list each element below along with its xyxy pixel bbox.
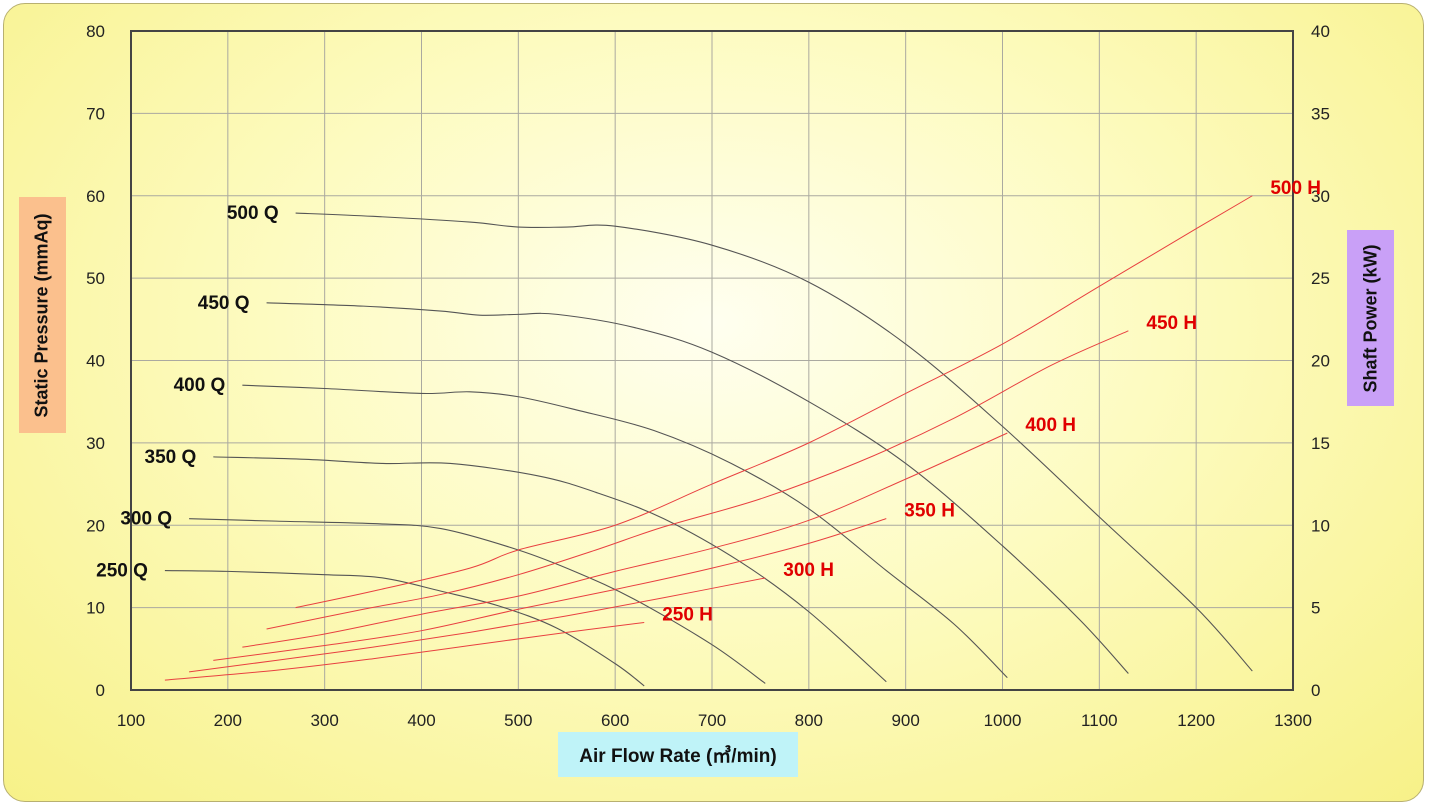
x-tick-label: 400 [407,711,435,730]
pressure-curve-300-q [189,518,766,684]
y2-tick-label: 35 [1311,104,1330,123]
y2-tick-label: 10 [1311,516,1330,535]
y-tick-label: 70 [86,104,105,123]
y2-axis-label-text: Shaft Power (kW) [1360,243,1381,393]
pressure-curve-400-q [242,384,1008,679]
tick-labels: 100 200 300 400 500 600 700 800 900 1000 1100 1200 1… [86,22,1330,730]
pressure-curve-350-q [213,456,887,683]
pressure-series-label: 500 Q [227,203,279,224]
x-axis-label: Air Flow Rate (㎥/min) [558,732,798,777]
y-axis-label-right: Shaft Power (kW) [1347,230,1394,406]
y2-tick-label: 30 [1311,187,1330,206]
power-series-label: 400 H [1025,415,1076,436]
y2-tick-label: 15 [1311,434,1330,453]
y-tick-label: 10 [86,599,105,618]
power-curve-350-h [213,518,887,661]
power-curve-400-h [242,432,1008,648]
y-axis-label-left: Static Pressure (mmAq) [19,197,66,433]
grid [130,30,1294,691]
y2-tick-label: 5 [1311,599,1320,618]
x-tick-label: 500 [504,711,532,730]
power-series-label: 500 H [1270,178,1321,199]
power-series-label: 300 H [783,560,834,581]
x-tick-label: 200 [214,711,242,730]
series-labels: 250 Q 300 Q 350 Q 400 Q 450 Q 500 Q 250 H 300 H… [96,178,1321,626]
x-tick-label: 900 [891,711,919,730]
x-tick-label: 1100 [1081,711,1118,730]
power-curve-250-h [164,621,645,681]
y2-tick-label: 20 [1311,352,1330,371]
pressure-curve-250-q [164,570,645,687]
chart-frame: 100 200 300 400 500 600 700 800 900 1000 1100 1200 1… [3,3,1424,802]
power-series-label: 350 H [904,501,955,522]
y2-tick-label: 25 [1311,269,1330,288]
x-tick-label: 600 [601,711,629,730]
pressure-series-label: 300 Q [120,509,172,530]
x-tick-label: 800 [795,711,823,730]
y-tick-label: 30 [86,434,105,453]
x-axis-label-text: Air Flow Rate (㎥/min) [579,746,777,767]
y2-tick-label: 0 [1311,681,1320,700]
pressure-series-label: 250 Q [96,561,148,582]
power-curve-500-h [295,195,1253,609]
x-tick-label: 1000 [984,711,1022,730]
pressure-series-label: 450 Q [198,293,250,314]
power-curve-450-h [266,330,1129,630]
power-curve-300-h [189,577,766,673]
x-tick-label: 100 [117,711,145,730]
plot-area-border [130,30,1294,691]
power-series-label: 450 H [1146,313,1197,334]
y-tick-label: 40 [86,352,105,371]
y-axis-label-text: Static Pressure (mmAq) [32,212,53,418]
x-tick-label: 700 [698,711,726,730]
chart: 100 200 300 400 500 600 700 800 900 1000 1100 1200 1… [86,22,1330,730]
pressure-curve-500-q [295,212,1253,672]
power-series-label: 250 H [662,604,713,625]
x-tick-label: 300 [310,711,338,730]
x-tick-label: 1200 [1177,711,1215,730]
y-tick-label: 0 [96,681,105,700]
y-tick-label: 20 [86,516,105,535]
pressure-series-label: 400 Q [174,375,226,396]
y-tick-label: 50 [86,269,105,288]
x-tick-label: 1300 [1274,711,1312,730]
pressure-curve-450-q [266,302,1129,674]
y-tick-label: 60 [86,187,105,206]
y2-tick-label: 40 [1311,22,1330,41]
pressure-series-label: 350 Q [145,447,197,468]
y-tick-label: 80 [86,22,105,41]
series-layer [164,195,1253,687]
